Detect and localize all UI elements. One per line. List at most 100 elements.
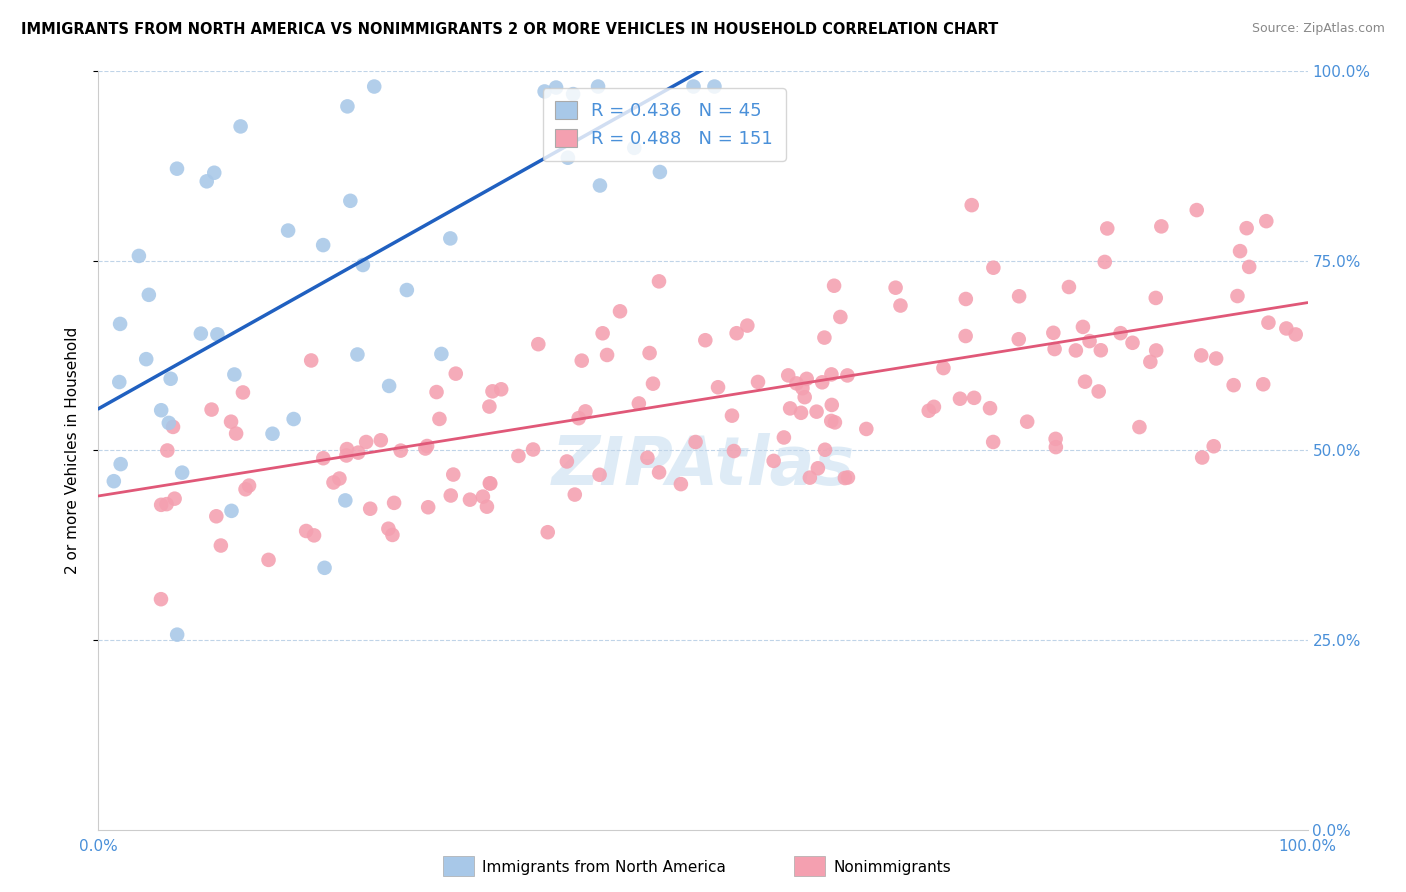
Point xyxy=(149,592,172,607)
Point xyxy=(430,347,453,361)
Point xyxy=(224,368,246,382)
Point xyxy=(110,457,132,471)
Point xyxy=(1094,255,1116,269)
Point xyxy=(592,326,614,341)
Point xyxy=(429,412,451,426)
Point xyxy=(955,292,977,306)
Point xyxy=(638,346,661,360)
Point xyxy=(586,79,609,94)
Point xyxy=(1087,384,1109,399)
Point xyxy=(806,405,828,419)
Point xyxy=(155,497,177,511)
Point xyxy=(703,79,725,94)
Point xyxy=(820,414,842,428)
Point xyxy=(1256,214,1278,228)
Point xyxy=(1017,415,1039,429)
Point xyxy=(1097,221,1119,235)
Point xyxy=(1071,319,1094,334)
Point xyxy=(138,288,160,302)
Point xyxy=(648,466,671,480)
Point xyxy=(150,403,173,417)
Point xyxy=(312,238,335,252)
Point xyxy=(363,79,385,94)
Point xyxy=(209,539,232,553)
Point xyxy=(103,474,125,488)
Text: Source: ZipAtlas.com: Source: ZipAtlas.com xyxy=(1251,22,1385,36)
Point xyxy=(352,258,374,272)
Point xyxy=(1074,375,1097,389)
Point xyxy=(232,385,254,400)
Point xyxy=(627,396,650,410)
Point xyxy=(648,165,671,179)
Point xyxy=(335,449,357,463)
Point xyxy=(814,442,837,457)
Point xyxy=(557,151,579,165)
Point xyxy=(257,553,280,567)
Point xyxy=(190,326,212,341)
Point xyxy=(813,330,835,344)
Point xyxy=(328,471,350,485)
Point xyxy=(163,491,186,506)
Point xyxy=(596,348,619,362)
Point xyxy=(1057,280,1080,294)
Point xyxy=(150,498,173,512)
Point xyxy=(347,445,370,459)
Point xyxy=(837,470,859,484)
Point xyxy=(1189,348,1212,362)
Point xyxy=(1285,327,1308,342)
Point xyxy=(1109,326,1132,340)
Point xyxy=(336,442,359,456)
Point xyxy=(322,475,344,490)
Point xyxy=(1150,219,1173,234)
Point xyxy=(229,120,252,134)
Point xyxy=(336,99,359,113)
Point xyxy=(792,381,814,395)
Point xyxy=(166,161,188,176)
Point xyxy=(636,450,658,465)
Point xyxy=(444,367,467,381)
Point xyxy=(685,435,707,450)
Point xyxy=(295,524,318,538)
Point xyxy=(1144,291,1167,305)
Point xyxy=(425,385,447,400)
Point xyxy=(790,406,813,420)
Point xyxy=(564,487,586,501)
Point xyxy=(1064,343,1087,358)
Point xyxy=(478,400,501,414)
Point xyxy=(1090,343,1112,358)
Point xyxy=(1008,289,1031,303)
Point xyxy=(983,260,1005,275)
Point xyxy=(762,454,785,468)
Point xyxy=(723,444,745,458)
Point xyxy=(395,283,418,297)
Point xyxy=(354,435,377,450)
Point xyxy=(830,310,852,324)
Point xyxy=(440,489,463,503)
Point xyxy=(981,434,1004,449)
Point xyxy=(458,492,481,507)
Point xyxy=(1226,289,1249,303)
Point xyxy=(562,87,585,102)
Point xyxy=(418,500,440,515)
Point xyxy=(889,299,911,313)
Point xyxy=(370,434,392,448)
Point xyxy=(721,409,744,423)
Point xyxy=(238,478,260,492)
Point xyxy=(799,470,821,484)
Point xyxy=(339,194,361,208)
Point xyxy=(172,466,194,480)
Point xyxy=(623,141,645,155)
Point xyxy=(949,392,972,406)
Point xyxy=(382,496,405,510)
Point xyxy=(648,274,671,288)
Point xyxy=(820,368,842,382)
Point xyxy=(207,327,229,342)
Point xyxy=(778,368,800,383)
Point xyxy=(378,379,401,393)
Point xyxy=(1205,351,1227,366)
Point xyxy=(262,426,284,441)
Point xyxy=(195,174,218,188)
Point xyxy=(128,249,150,263)
Point xyxy=(796,372,818,386)
Text: Immigrants from North America: Immigrants from North America xyxy=(482,861,725,875)
